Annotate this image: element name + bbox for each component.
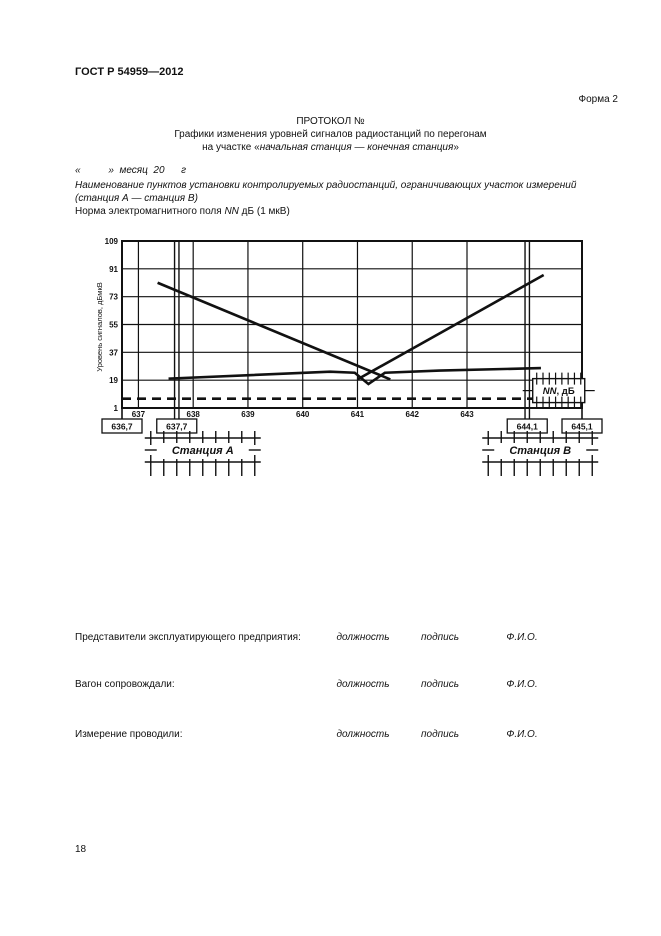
station-label-mask [158,443,247,459]
y-tick-label: 73 [109,293,118,302]
signature-column: подпись [421,679,459,690]
y-axis-title: Уровень сигналов, дБмкВ [95,282,104,371]
y-tick-label: 91 [109,265,118,274]
plot-border [121,240,583,409]
y-tick-label: 55 [109,321,118,330]
station-label-mask [496,443,585,459]
y-tick-label: 37 [109,348,118,357]
subtitle2-prefix: на участке « [202,142,260,153]
x-tick-label: 638 [187,410,201,419]
x-tick-label: 642 [406,410,420,419]
norm-nn: NN [224,206,239,217]
series-measured-track-level [168,366,541,386]
name-column: Ф.И.О. [506,632,538,643]
x-tick-label: 643 [460,410,474,419]
y-tick-label: 19 [109,376,118,385]
description-line-2: (станция А — станция В) [75,193,198,204]
date-line: « » месяц 20 г [75,165,187,176]
y-tick-label: 1 [114,404,119,413]
y-tick-label: 109 [105,237,119,246]
boxed-km-label [561,418,603,434]
boxed-km-label-text: 645,1 [571,422,593,432]
name-column: Ф.И.О. [506,729,538,740]
subtitle2-suffix: » [453,142,459,153]
signal-level-chart: 1 19 37 55 73 91 109 637 638 639 640 641 642 643 Урове… [95,237,603,476]
standard-number: ГОСТ Р 54959—2012 [75,66,184,78]
protocol-subtitle-2: на участке «начальная станция — конечная… [0,141,661,154]
x-tick-label: 640 [296,410,310,419]
x-tick-label: 637 [132,410,146,419]
boxed-km-label-text: 644,1 [517,422,539,432]
position-column: должность [336,679,390,690]
boxed-km-label [101,418,143,434]
form-label: Форма 2 [578,94,618,105]
signature-row-label: Измерение проводили: [75,729,183,740]
norm-line-text: Норма электромагнитного поля NN дБ (1 мк… [75,205,290,218]
x-tick-label: 639 [241,410,255,419]
signature-row-label: Вагон сопровождали: [75,679,175,690]
page-number: 18 [75,844,87,855]
station-label: Станция В [509,445,571,457]
series-station-A-signal [157,281,391,381]
norm-label-text: NN, дБ [543,386,575,397]
description-line-1: Наименование пунктов установки контролир… [75,180,577,191]
series-station-B-signal [356,273,545,381]
name-column: Ф.И.О. [506,679,538,690]
protocol-subtitle-1: Графики изменения уровней сигналов радио… [174,129,487,140]
norm-suffix: дБ (1 мкВ) [238,206,290,217]
signature-row-label: Представители эксплуатирующего предприят… [75,632,301,643]
station-label: Станция А [172,445,234,457]
boxed-km-label-text: 636,7 [111,422,133,432]
norm-prefix: Норма электромагнитного поля [75,206,225,217]
position-column: должность [336,729,390,740]
subtitle2-route: начальная станция — конечная станция [259,142,454,153]
signature-column: подпись [421,632,459,643]
signature-column: подпись [421,729,459,740]
position-column: должность [336,632,390,643]
protocol-title: ПРОТОКОЛ № [296,116,365,127]
x-tick-label: 641 [351,410,365,419]
boxed-km-label-text: 637,7 [166,422,188,432]
